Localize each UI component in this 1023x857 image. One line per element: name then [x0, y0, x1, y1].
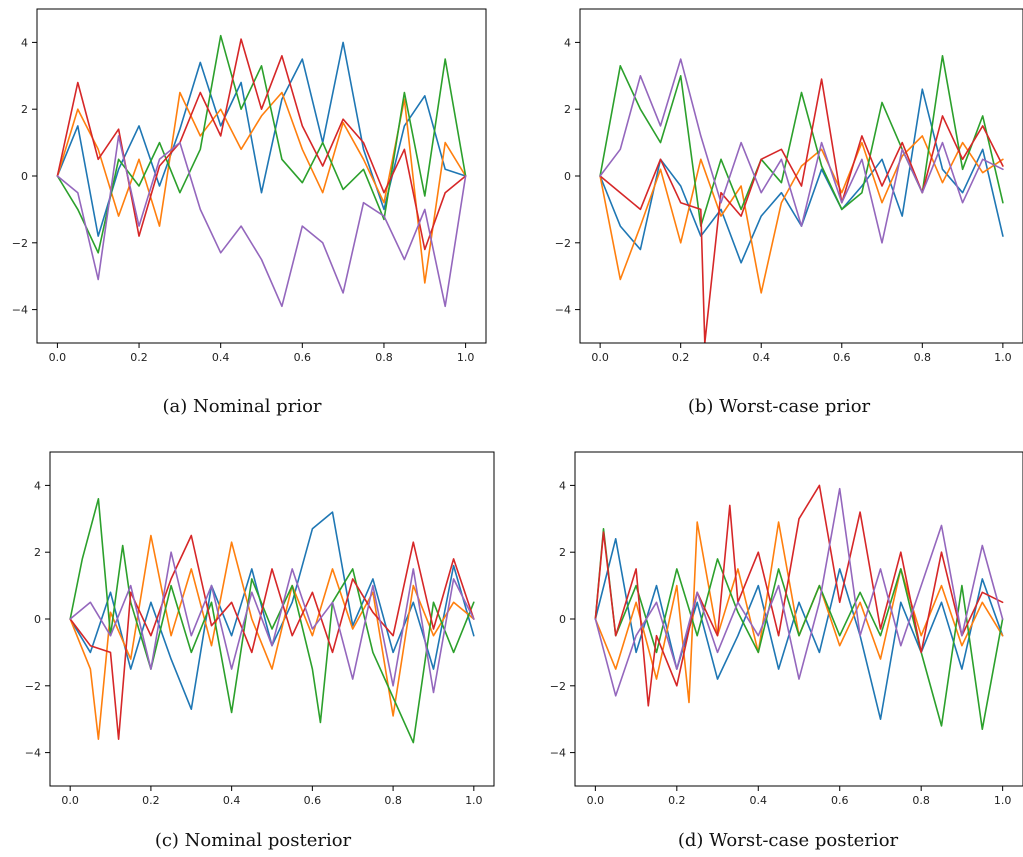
series-line-3 [599, 55, 1004, 227]
plot-frame [579, 8, 1023, 344]
y-tick-label: 4 [564, 36, 571, 49]
subplot-worst-case-posterior: 0.0 0.2 0.4 0.6 0.8 1.0 −4 −2 0 2 4 [550, 451, 1023, 807]
caption-b: (b) Worst-case prior [688, 396, 871, 417]
x-tick-label: 0.4 [212, 351, 230, 364]
x-tick-label: 0.4 [750, 794, 768, 807]
x-tick-label: 0.4 [223, 794, 241, 807]
y-tick-label: −4 [550, 747, 566, 760]
y-tick-label: 2 [21, 103, 28, 116]
series-line-4 [69, 534, 475, 740]
plot-frame [36, 8, 487, 344]
series-line-5 [56, 135, 467, 308]
y-tick-label: 2 [34, 546, 41, 559]
series-line-4 [599, 78, 1004, 343]
x-tick-label: 0.2 [130, 351, 148, 364]
x-tick-label: 1.0 [465, 794, 483, 807]
caption-d: (d) Worst-case posterior [678, 830, 899, 851]
x-tick-label: 0.6 [831, 794, 849, 807]
x-tick-label: 0.8 [384, 794, 402, 807]
x-tick-label: 0.2 [672, 351, 690, 364]
series-line-3 [69, 498, 475, 744]
x-tick-label: 0.0 [587, 794, 605, 807]
y-tick-label: 0 [559, 613, 566, 626]
caption-a: (a) Nominal prior [162, 396, 321, 417]
x-tick-label: 0.6 [833, 351, 851, 364]
y-tick-label: 0 [564, 170, 571, 183]
y-tick-label: 4 [559, 479, 566, 492]
series-line-5 [599, 58, 1004, 244]
series-line-1 [56, 41, 467, 237]
x-tick-label: 0.0 [49, 351, 67, 364]
x-tick-label: 1.0 [994, 351, 1012, 364]
subplot-nominal-prior: 0.0 0.2 0.4 0.6 0.8 1.0 −4 −2 0 2 4 [12, 8, 487, 364]
y-tick-label: −2 [12, 237, 28, 250]
subplot-worst-case-prior: 0.0 0.2 0.4 0.6 0.8 1.0 −4 −2 0 2 4 [555, 8, 1023, 364]
subplot-nominal-posterior: 0.0 0.2 0.4 0.6 0.8 1.0 −4 −2 0 2 4 [25, 451, 495, 807]
caption-c: (c) Nominal posterior [155, 830, 352, 851]
x-tick-label: 0.8 [375, 351, 393, 364]
y-tick-label: 2 [559, 546, 566, 559]
series-line-3 [56, 34, 467, 254]
y-tick-label: −2 [555, 237, 571, 250]
y-tick-label: −2 [25, 680, 41, 693]
y-tick-label: 4 [21, 36, 28, 49]
series-line-1 [594, 538, 1004, 720]
series-line-5 [69, 551, 475, 694]
x-tick-label: 0.0 [591, 351, 609, 364]
series-line-5 [594, 487, 1004, 697]
y-tick-label: −4 [555, 304, 571, 317]
y-tick-label: −2 [550, 680, 566, 693]
y-tick-label: −4 [12, 304, 28, 317]
x-tick-label: 0.8 [914, 351, 932, 364]
series-line-4 [594, 484, 1004, 707]
plot-frame [574, 451, 1023, 787]
y-tick-label: 0 [21, 170, 28, 183]
x-tick-label: 0.2 [668, 794, 686, 807]
x-tick-label: 0.2 [142, 794, 160, 807]
x-tick-label: 0.6 [304, 794, 322, 807]
x-tick-label: 0.0 [61, 794, 79, 807]
y-tick-label: 4 [34, 479, 41, 492]
series-line-4 [56, 38, 467, 251]
series-line-2 [56, 91, 467, 284]
series-line-2 [599, 135, 1004, 294]
x-tick-label: 0.8 [912, 794, 930, 807]
x-tick-label: 1.0 [994, 794, 1012, 807]
y-tick-label: −4 [25, 747, 41, 760]
series-line-3 [594, 528, 1004, 730]
series-line-2 [69, 534, 475, 740]
x-tick-label: 0.4 [752, 351, 770, 364]
y-tick-label: 2 [564, 103, 571, 116]
y-tick-label: 0 [34, 613, 41, 626]
x-tick-label: 1.0 [457, 351, 475, 364]
x-tick-label: 0.6 [294, 351, 312, 364]
